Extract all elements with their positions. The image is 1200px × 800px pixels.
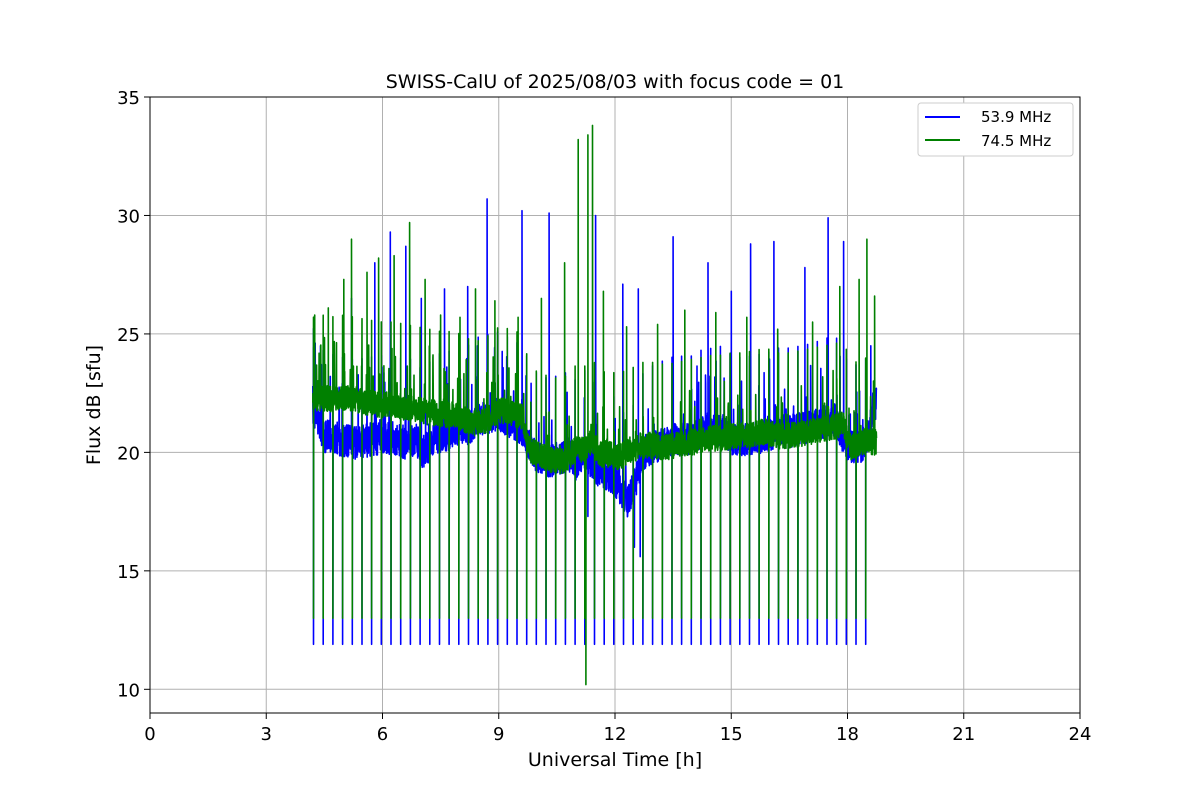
- x-tick-label: 24: [1069, 724, 1092, 745]
- x-tick-label: 9: [493, 724, 504, 745]
- y-tick-label: 10: [117, 680, 140, 701]
- y-tick-label: 30: [117, 206, 140, 227]
- x-tick-label: 3: [261, 724, 272, 745]
- series-line-1: [312, 124, 878, 686]
- chart-title: SWISS-CalU of 2025/08/03 with focus code…: [386, 71, 845, 93]
- x-tick-label: 15: [720, 724, 743, 745]
- legend: 53.9 MHz 74.5 MHz: [917, 102, 1074, 157]
- y-axis-title: Flux dB [sfu]: [83, 345, 105, 465]
- y-tick-label: 25: [117, 325, 140, 346]
- y-tick-label: 20: [117, 443, 140, 464]
- x-axis-title: Universal Time [h]: [528, 749, 702, 771]
- y-tick-label: 15: [117, 562, 140, 583]
- legend-label-53-9: 53.9 MHz: [981, 108, 1051, 126]
- x-tick-label: 18: [836, 724, 859, 745]
- x-tick-label: 12: [604, 724, 627, 745]
- x-tick-label: 6: [377, 724, 388, 745]
- plot-series: [312, 124, 878, 686]
- axis-ticks: 0 3 6 9 12 15 18 21 24 10 15 20 25 30 35: [117, 88, 1091, 745]
- x-tick-label: 0: [144, 724, 155, 745]
- y-tick-label: 35: [117, 88, 140, 109]
- legend-label-74-5: 74.5 MHz: [981, 132, 1051, 150]
- x-tick-label: 21: [952, 724, 975, 745]
